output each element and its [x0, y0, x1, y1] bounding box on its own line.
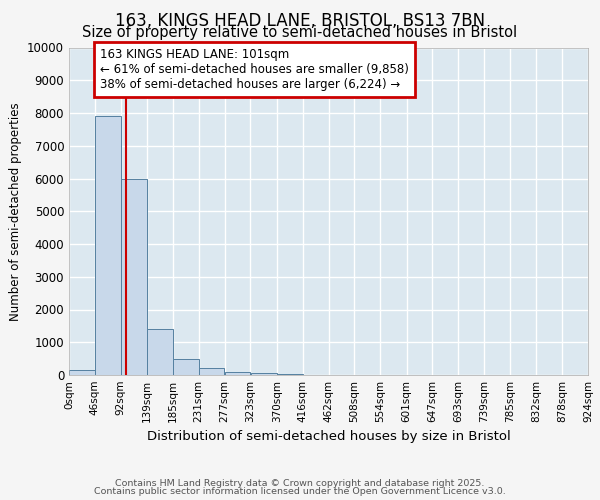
Bar [121, 178, 147, 375]
Text: 163 KINGS HEAD LANE: 101sqm
← 61% of semi-detached houses are smaller (9,858)
38: 163 KINGS HEAD LANE: 101sqm ← 61% of sem… [100, 48, 409, 91]
Bar [69, 370, 95, 375]
Bar [147, 329, 173, 375]
X-axis label: Distribution of semi-detached houses by size in Bristol: Distribution of semi-detached houses by … [146, 430, 511, 444]
Text: Size of property relative to semi-detached houses in Bristol: Size of property relative to semi-detach… [82, 25, 518, 40]
Bar [277, 374, 302, 375]
Y-axis label: Number of semi-detached properties: Number of semi-detached properties [8, 102, 22, 320]
Text: Contains public sector information licensed under the Open Government Licence v3: Contains public sector information licen… [94, 487, 506, 496]
Bar [199, 368, 224, 375]
Bar [225, 372, 250, 375]
Text: 163, KINGS HEAD LANE, BRISTOL, BS13 7BN: 163, KINGS HEAD LANE, BRISTOL, BS13 7BN [115, 12, 485, 30]
Bar [95, 116, 121, 375]
Bar [251, 372, 277, 375]
Bar [173, 358, 199, 375]
Text: Contains HM Land Registry data © Crown copyright and database right 2025.: Contains HM Land Registry data © Crown c… [115, 478, 485, 488]
